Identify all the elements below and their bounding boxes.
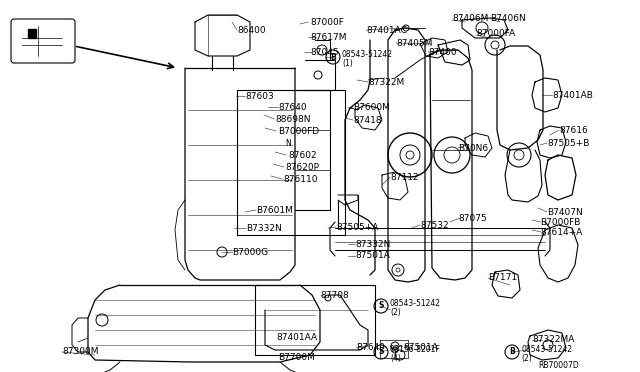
FancyBboxPatch shape bbox=[11, 19, 75, 63]
Text: 08543-51242: 08543-51242 bbox=[521, 344, 572, 353]
Text: 87401AB: 87401AB bbox=[552, 90, 593, 99]
Text: B7700M: B7700M bbox=[278, 353, 316, 362]
Text: B7000FB: B7000FB bbox=[540, 218, 580, 227]
Text: 87300M: 87300M bbox=[62, 347, 99, 356]
Text: 87616: 87616 bbox=[559, 125, 588, 135]
Text: 87000FA: 87000FA bbox=[476, 29, 515, 38]
Text: 87614+A: 87614+A bbox=[540, 228, 582, 237]
Text: S: S bbox=[378, 347, 384, 356]
Text: B: B bbox=[330, 52, 336, 61]
Text: 0B156-8201F: 0B156-8201F bbox=[390, 344, 441, 353]
Text: 87708: 87708 bbox=[320, 291, 349, 299]
Text: 87322MA: 87322MA bbox=[532, 336, 574, 344]
Text: B7407N: B7407N bbox=[547, 208, 583, 217]
Bar bbox=[237, 90, 345, 235]
Text: 87332N: 87332N bbox=[355, 240, 390, 248]
Text: B7406N: B7406N bbox=[490, 13, 525, 22]
Text: 87112: 87112 bbox=[390, 173, 419, 182]
Text: 87501A: 87501A bbox=[403, 343, 438, 352]
Text: RB70007D: RB70007D bbox=[538, 360, 579, 369]
Text: B: B bbox=[509, 347, 515, 356]
Text: 87505+A: 87505+A bbox=[336, 222, 378, 231]
Text: 87401AA: 87401AA bbox=[276, 333, 317, 341]
Text: 87603: 87603 bbox=[245, 92, 274, 100]
Text: B7332N: B7332N bbox=[246, 224, 282, 232]
Text: (2): (2) bbox=[521, 353, 532, 362]
Text: B70N6: B70N6 bbox=[458, 144, 488, 153]
Text: 87501A: 87501A bbox=[355, 251, 390, 260]
Text: B7649: B7649 bbox=[356, 343, 385, 353]
Text: B7601M: B7601M bbox=[256, 205, 293, 215]
Bar bbox=[28, 29, 36, 38]
Text: 87418: 87418 bbox=[353, 115, 381, 125]
Text: 87045: 87045 bbox=[310, 48, 339, 57]
Text: B7000G: B7000G bbox=[232, 247, 268, 257]
Text: 87405M: 87405M bbox=[396, 38, 433, 48]
Text: 87406M: 87406M bbox=[452, 13, 488, 22]
Text: 87322M: 87322M bbox=[368, 77, 404, 87]
Text: (1): (1) bbox=[342, 58, 353, 67]
Text: 87401AC: 87401AC bbox=[366, 26, 407, 35]
Text: 87617M: 87617M bbox=[310, 32, 346, 42]
Text: 876110: 876110 bbox=[283, 174, 317, 183]
Text: 87075: 87075 bbox=[458, 214, 487, 222]
Text: N: N bbox=[285, 138, 291, 148]
Text: 86400: 86400 bbox=[237, 26, 266, 35]
Text: (4): (4) bbox=[390, 353, 401, 362]
Text: 87505+B: 87505+B bbox=[547, 138, 589, 148]
Text: 88698N: 88698N bbox=[275, 115, 310, 124]
Text: 87532: 87532 bbox=[420, 221, 449, 230]
Text: B7600M: B7600M bbox=[353, 103, 390, 112]
Text: 08543-51242: 08543-51242 bbox=[390, 298, 441, 308]
Bar bbox=[255, 285, 375, 355]
Text: S: S bbox=[378, 301, 384, 311]
Text: 87640: 87640 bbox=[278, 103, 307, 112]
Text: 87000F: 87000F bbox=[310, 17, 344, 26]
Text: B7171: B7171 bbox=[488, 273, 517, 282]
Text: 87620P: 87620P bbox=[285, 163, 319, 171]
Text: 87602: 87602 bbox=[288, 151, 317, 160]
Text: B7000FD: B7000FD bbox=[278, 126, 319, 135]
Text: (2): (2) bbox=[390, 308, 401, 317]
Text: 87400: 87400 bbox=[428, 48, 456, 57]
Text: 08543-51242: 08543-51242 bbox=[342, 49, 393, 58]
